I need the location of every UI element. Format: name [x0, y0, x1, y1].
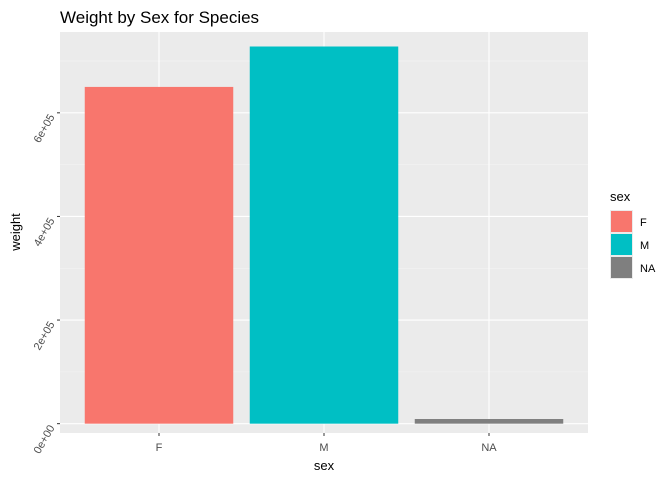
- y-tick-label: 4e+05: [32, 216, 58, 249]
- legend-key-na: [611, 257, 632, 278]
- legend-label: NA: [640, 263, 656, 275]
- bar-m: [249, 46, 399, 424]
- x-axis-ticks: F M NA: [156, 433, 497, 454]
- chart-title: Weight by Sex for Species: [60, 8, 259, 27]
- legend-label: M: [640, 240, 649, 252]
- legend: sex FM NA: [610, 189, 656, 279]
- y-tick-label: 6e+05: [32, 112, 58, 145]
- y-tick-label: 0e+00: [32, 423, 58, 456]
- legend-title: sex: [610, 189, 631, 204]
- x-axis-title: sex: [314, 458, 335, 473]
- y-axis-title: weight: [8, 213, 23, 252]
- x-tick-label: NA: [481, 442, 497, 454]
- legend-items: FM NA: [610, 210, 656, 279]
- x-tick-label: M: [319, 442, 328, 454]
- legend-key-m: [611, 234, 632, 255]
- legend-label: F: [640, 217, 647, 229]
- x-tick-label: F: [156, 442, 163, 454]
- y-tick-label: 2e+05: [32, 320, 58, 353]
- bar-na: [414, 419, 564, 424]
- bars: [84, 46, 564, 424]
- bar-f: [84, 86, 234, 424]
- legend-key-f: [611, 211, 632, 232]
- y-axis-ticks: 0e+00 2e+05 4e+05 6e+05: [32, 112, 60, 456]
